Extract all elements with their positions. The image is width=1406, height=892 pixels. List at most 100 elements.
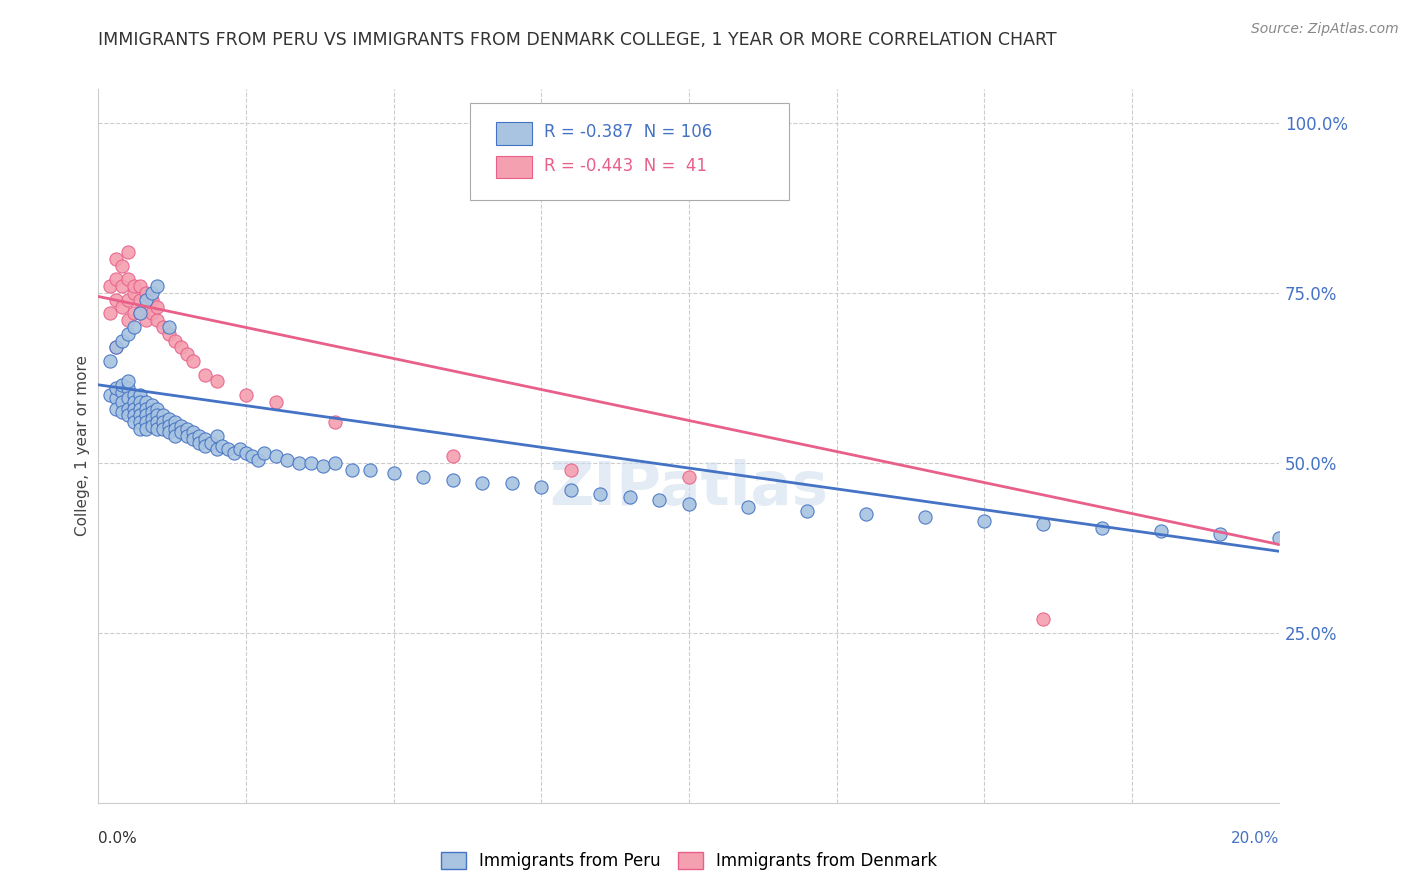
Point <box>165 334 187 348</box>
Point <box>111 377 134 392</box>
FancyBboxPatch shape <box>496 122 531 145</box>
Point <box>973 514 995 528</box>
Point <box>128 388 150 402</box>
Point <box>141 405 163 419</box>
Point <box>135 415 157 429</box>
Point <box>441 449 464 463</box>
Point <box>122 279 145 293</box>
Point <box>560 483 582 498</box>
Point <box>181 432 204 446</box>
Point <box>589 486 612 500</box>
Point <box>224 446 246 460</box>
Point <box>152 415 174 429</box>
Point <box>152 409 174 423</box>
Point <box>111 334 134 348</box>
Point <box>181 425 204 440</box>
Text: R = -0.387  N = 106: R = -0.387 N = 106 <box>544 123 711 142</box>
Point <box>105 341 128 355</box>
Point <box>117 293 139 307</box>
Point <box>1091 520 1114 534</box>
Point <box>187 429 209 443</box>
Point <box>1150 524 1173 538</box>
Point <box>111 405 134 419</box>
Point <box>342 463 364 477</box>
Point <box>211 439 233 453</box>
Point <box>165 429 187 443</box>
Legend: Immigrants from Peru, Immigrants from Denmark: Immigrants from Peru, Immigrants from De… <box>434 845 943 877</box>
Point <box>157 326 180 341</box>
Point <box>412 469 434 483</box>
Point <box>122 415 145 429</box>
Point <box>146 409 169 423</box>
Point <box>194 439 217 453</box>
Point <box>117 375 139 389</box>
Point <box>128 401 150 416</box>
Point <box>501 476 523 491</box>
Point <box>135 286 157 301</box>
Point <box>128 306 150 320</box>
FancyBboxPatch shape <box>496 155 531 178</box>
Point <box>98 354 121 368</box>
Point <box>98 388 121 402</box>
Point <box>141 418 163 433</box>
Point <box>111 384 134 399</box>
Point <box>128 422 150 436</box>
Point <box>146 401 169 416</box>
Point <box>205 442 228 457</box>
Point <box>312 459 335 474</box>
Point <box>235 446 257 460</box>
Point <box>1032 612 1054 626</box>
Point <box>146 300 169 314</box>
Point <box>111 259 134 273</box>
Point <box>135 422 157 436</box>
Point <box>141 398 163 412</box>
Text: 20.0%: 20.0% <box>1232 831 1279 846</box>
Point <box>152 320 174 334</box>
Point <box>471 476 494 491</box>
Point <box>135 313 157 327</box>
Point <box>141 286 163 301</box>
Point <box>200 435 222 450</box>
Point <box>122 394 145 409</box>
Point <box>1268 531 1291 545</box>
Point <box>678 469 700 483</box>
Point <box>914 510 936 524</box>
Point <box>117 401 139 416</box>
Point <box>111 279 134 293</box>
Point <box>122 409 145 423</box>
Point <box>105 252 128 266</box>
Point <box>135 293 157 307</box>
Point <box>135 409 157 423</box>
Point <box>170 341 193 355</box>
Point <box>240 449 263 463</box>
Point <box>170 425 193 440</box>
Point <box>105 341 128 355</box>
Point <box>157 412 180 426</box>
Point <box>111 300 134 314</box>
Point <box>264 449 287 463</box>
Point <box>276 452 298 467</box>
Text: Source: ZipAtlas.com: Source: ZipAtlas.com <box>1251 22 1399 37</box>
Point <box>135 300 157 314</box>
Point <box>176 422 198 436</box>
Point <box>117 381 139 395</box>
Point <box>146 313 169 327</box>
Point <box>98 279 121 293</box>
Point <box>176 429 198 443</box>
Text: IMMIGRANTS FROM PERU VS IMMIGRANTS FROM DENMARK COLLEGE, 1 YEAR OR MORE CORRELAT: IMMIGRANTS FROM PERU VS IMMIGRANTS FROM … <box>98 31 1057 49</box>
Point <box>299 456 322 470</box>
Point <box>382 466 405 480</box>
Text: ZIPatlas: ZIPatlas <box>550 459 828 518</box>
Point <box>122 286 145 301</box>
Point <box>530 480 553 494</box>
Point <box>194 432 217 446</box>
Point <box>117 245 139 260</box>
Point <box>170 418 193 433</box>
Point <box>117 313 139 327</box>
Point <box>560 463 582 477</box>
Point <box>98 306 121 320</box>
Y-axis label: College, 1 year or more: College, 1 year or more <box>75 356 90 536</box>
Point <box>146 279 169 293</box>
Point <box>122 306 145 320</box>
Point <box>117 409 139 423</box>
